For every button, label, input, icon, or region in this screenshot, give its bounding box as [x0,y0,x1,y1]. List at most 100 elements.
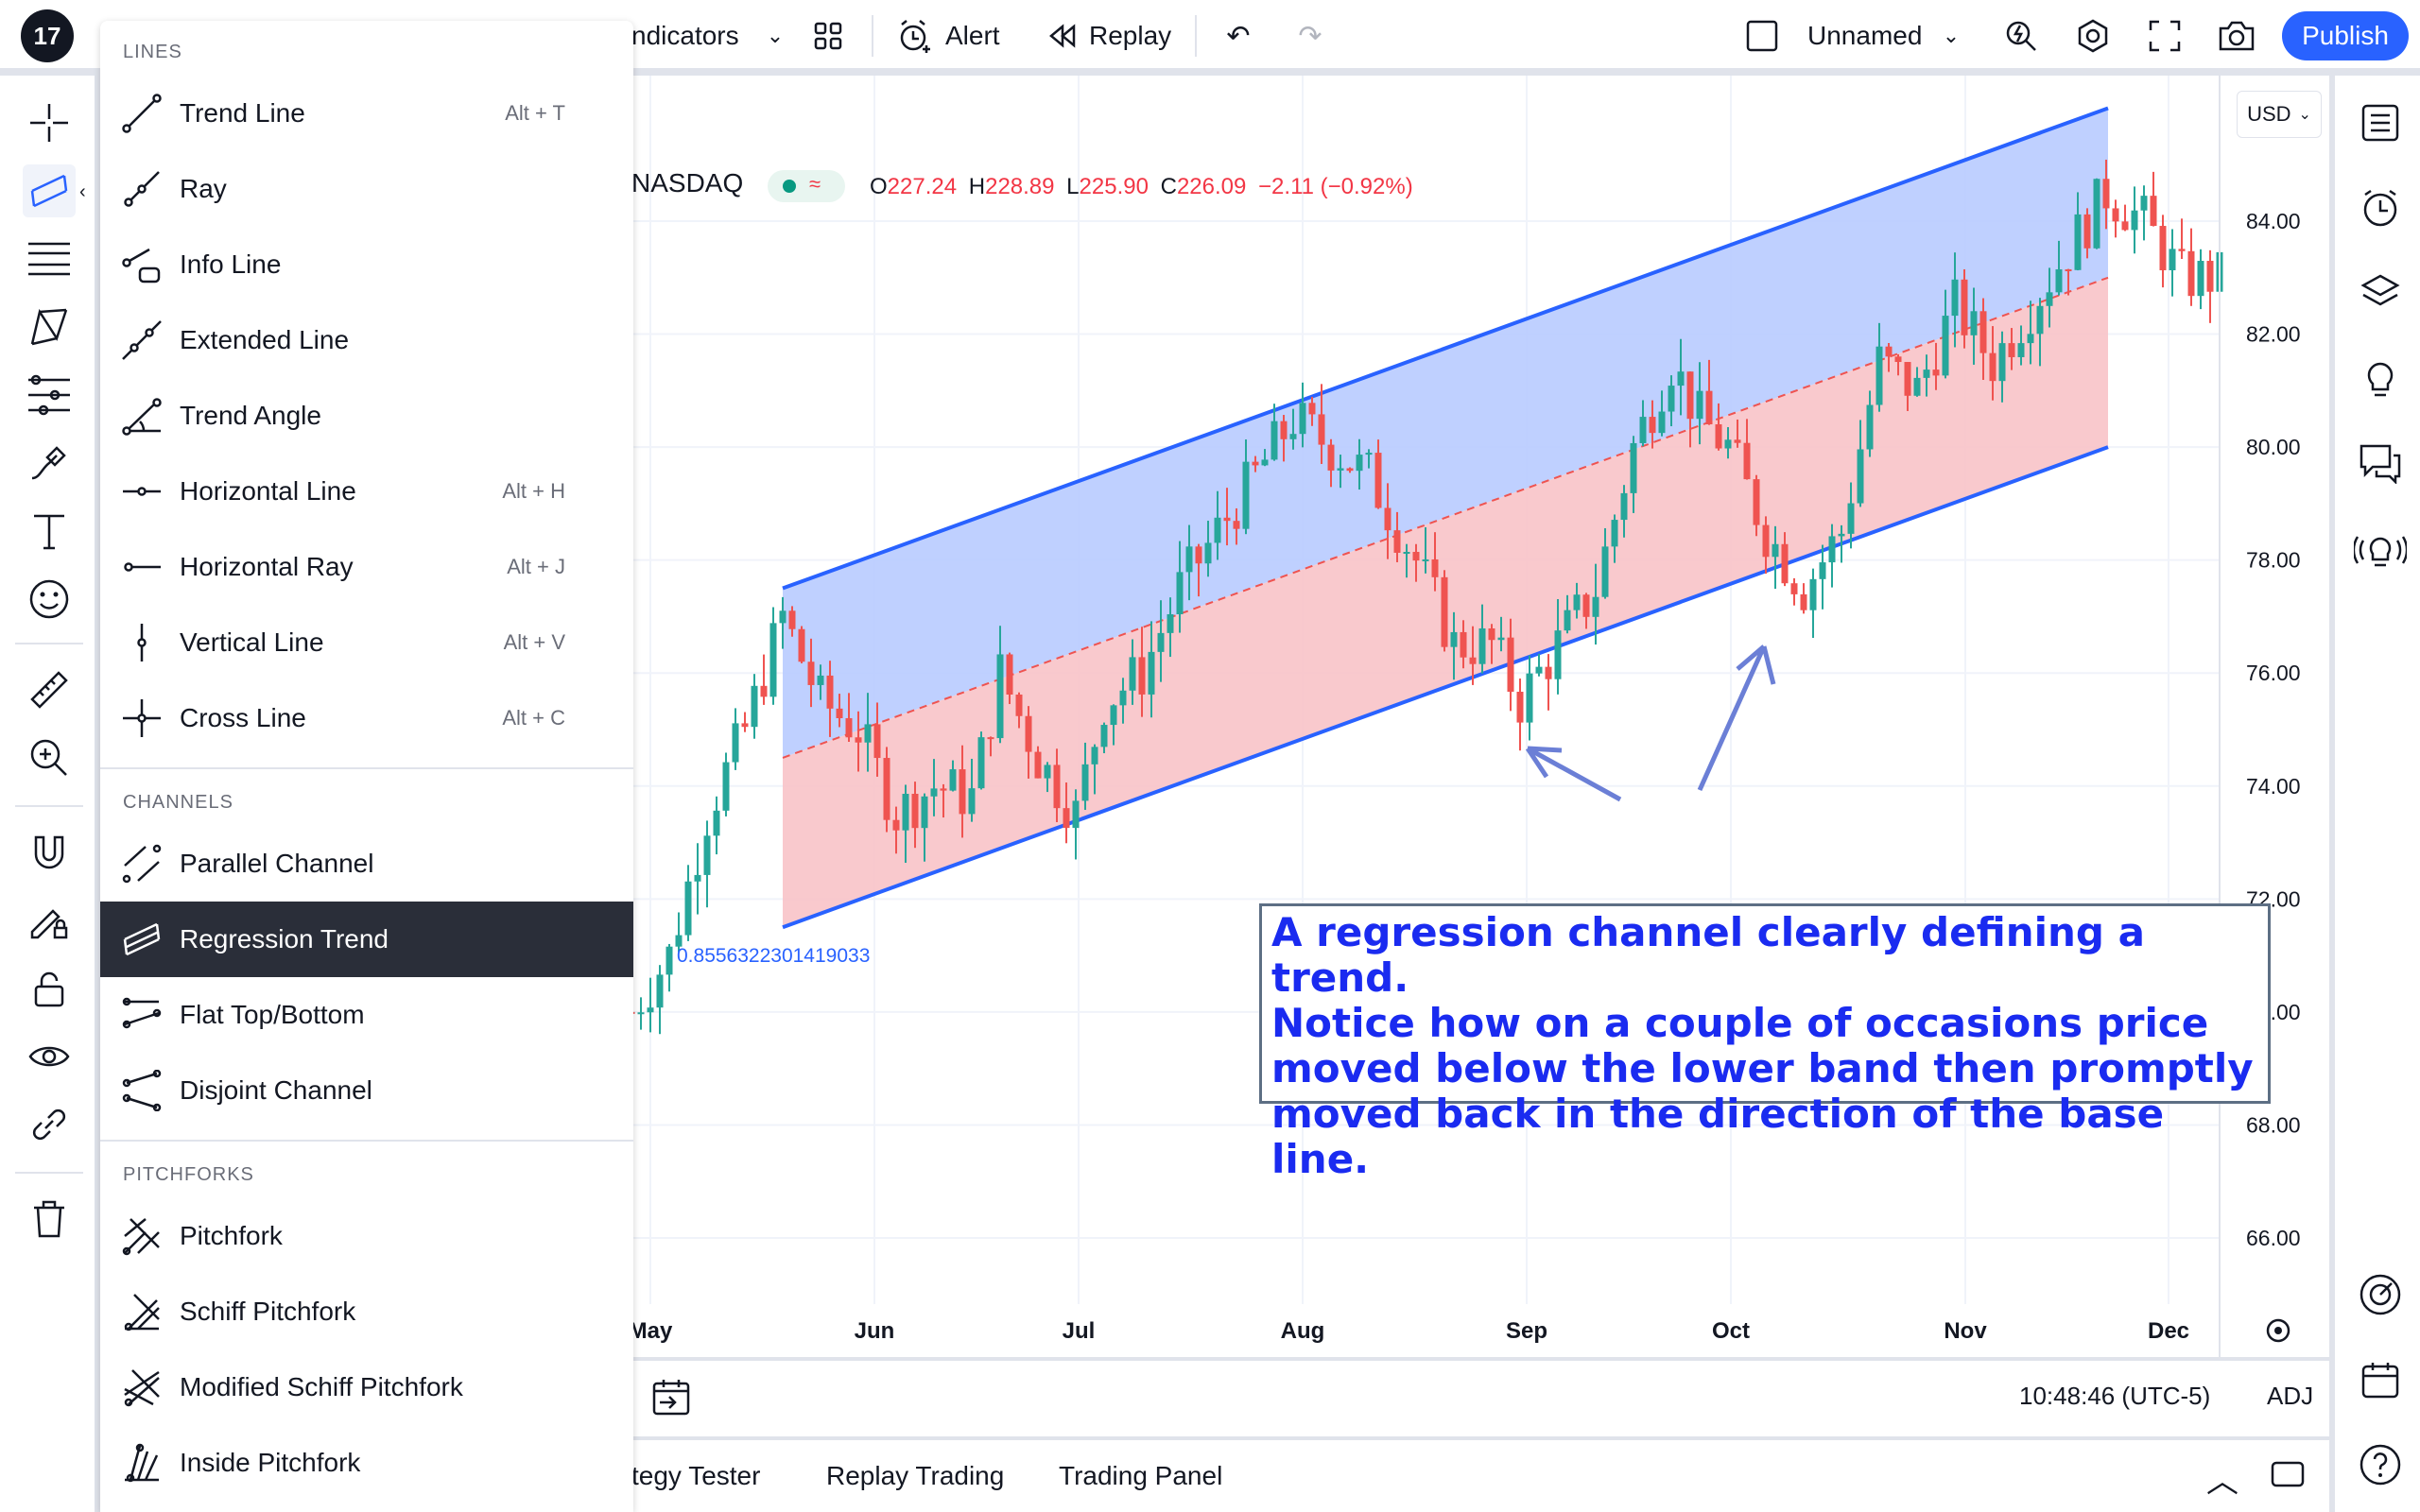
text-annotation[interactable]: A regression channel clearly defining a … [1259,903,2271,1182]
trash-icon[interactable] [23,1193,76,1246]
ruler-icon[interactable] [23,663,76,716]
menu-section-title: CHANNELS [123,792,233,813]
menu-item-trend-angle[interactable]: Trend Angle [100,378,633,454]
goto-date-button[interactable] [650,1376,692,1422]
market-status-badge[interactable]: ≈ [768,170,845,202]
menu-item-ray[interactable]: Ray [100,151,633,227]
crosshair-icon[interactable] [23,96,76,149]
indicators-label: ndicators [631,21,739,50]
menu-item-regression-trend[interactable]: Regression Trend [100,902,633,977]
candle-down [1961,279,1968,335]
clock-time[interactable]: 10:48:46 (UTC-5) [2019,1382,2211,1410]
camera-icon[interactable] [2218,17,2256,55]
currency-select[interactable]: USD ⌄ [2237,91,2322,138]
eye-icon[interactable] [23,1030,76,1083]
forecasting-tool-icon[interactable] [23,369,76,421]
tab-strategy-tester[interactable]: tegy Tester [631,1461,761,1490]
alert-button[interactable]: Alert [896,17,1000,55]
layout-square-icon[interactable] [1743,17,1781,55]
horizontal-ray-icon [119,544,164,590]
candle-up [1668,386,1675,412]
regression-trend-tool-icon[interactable] [23,164,76,217]
tab-trading-panel[interactable]: Trading Panel [1059,1461,1223,1490]
unlock-icon[interactable] [23,962,76,1015]
candle-down [1762,524,1770,558]
menu-item-disjoint-channel[interactable]: Disjoint Channel [100,1053,633,1128]
watchlist-icon[interactable] [2354,96,2407,149]
candle-up [713,810,720,836]
adj-toggle[interactable]: ADJ [2267,1382,2314,1410]
brush-icon[interactable] [23,437,76,490]
annotation-arrow [1697,644,1776,792]
shortcut-label: Alt + T [505,101,565,125]
candle-down [1025,715,1032,752]
chevron-up-icon[interactable]: ︿ [2206,1464,2238,1500]
undo-icon[interactable]: ↶ [1226,20,1251,52]
templates-grid-icon[interactable] [809,17,847,55]
menu-item-parallel-channel[interactable]: Parallel Channel [100,826,633,902]
menu-item-info-line[interactable]: Info Line [100,227,633,302]
trend-angle-icon [119,393,164,438]
layout-name[interactable]: Unnamed [1807,21,1923,50]
layers-icon[interactable] [2354,266,2407,319]
calendar-icon[interactable] [2354,1353,2407,1406]
fullscreen-icon[interactable] [2146,17,2184,55]
chevron-left-icon[interactable]: ‹ [79,181,86,202]
ideas-lightbulb-icon[interactable] [2354,352,2407,404]
magnet-icon[interactable] [23,826,76,879]
quick-search-icon[interactable] [2002,17,2040,55]
candle-up [1526,673,1533,723]
horizontal-lines-icon[interactable] [23,232,76,285]
emoji-icon[interactable] [23,573,76,626]
streams-broadcast-icon[interactable] [2354,522,2407,575]
maximize-panel-icon[interactable] [2269,1455,2307,1498]
publish-button[interactable]: Publish [2282,11,2409,60]
tab-replay-trading[interactable]: Replay Trading [826,1461,1005,1490]
link-icon[interactable] [23,1098,76,1151]
replay-button[interactable]: Replay [1046,17,1171,55]
candle-down [1885,346,1893,357]
candle-down [1280,421,1288,439]
zoom-in-icon[interactable] [23,731,76,784]
candle-up [1148,651,1155,695]
menu-item-cross-line[interactable]: Cross Line Alt + C [100,680,633,756]
candle-down [1233,521,1240,529]
indicators-button[interactable]: ndicators [631,17,739,55]
tradingview-logo[interactable]: 17 [21,9,74,62]
menu-item-extended-line[interactable]: Extended Line [100,302,633,378]
menu-item-inside-pitchfork[interactable]: Inside Pitchfork [100,1425,633,1501]
menu-item-label: Inside Pitchfork [180,1448,361,1477]
menu-item-vertical-line[interactable]: Vertical Line Alt + V [100,605,633,680]
menu-item-label: Modified Schiff Pitchfork [180,1372,463,1401]
menu-item-flat-top-bottom[interactable]: Flat Top/Bottom [100,977,633,1053]
alerts-clock-icon[interactable] [2354,181,2407,234]
redo-icon[interactable]: ↷ [1298,20,1322,52]
menu-item-trend-line[interactable]: Trend Line Alt + T [100,76,633,151]
chevron-down-icon[interactable]: ⌄ [766,24,785,47]
candle-down [1979,311,1987,353]
candle-down [1781,543,1789,584]
settings-gear-icon[interactable] [2074,17,2112,55]
right-sidebar [2331,76,2420,1512]
candle-down [1715,423,1722,449]
pattern-tool-icon[interactable] [23,301,76,353]
help-icon[interactable] [2354,1438,2407,1491]
menu-item-label: Schiff Pitchfork [180,1297,356,1326]
candle-down [1545,666,1552,679]
chat-icon[interactable] [2354,437,2407,490]
candle-up [1214,517,1221,543]
price-chart[interactable]: 84.0082.0080.0078.0076.0074.0072.0070.00… [102,76,2329,1361]
dom-target-icon[interactable] [2354,1268,2407,1321]
chevron-down-icon[interactable]: ⌄ [1942,24,1961,47]
menu-item-horizontal-line[interactable]: Horizontal Line Alt + H [100,454,633,529]
symbol-exchange[interactable]: NASDAQ [631,168,744,198]
chart-pane[interactable]: 84.00 82.00 80.00 78.00 76.00 74.00 72.00 70.00… [102,76,2329,1361]
candle-up [1365,453,1373,455]
menu-item-modified-schiff-pitchfork[interactable]: Modified Schiff Pitchfork [100,1349,633,1425]
menu-item-schiff-pitchfork[interactable]: Schiff Pitchfork [100,1274,633,1349]
candle-down [807,662,815,685]
text-tool-icon[interactable] [23,505,76,558]
menu-item-horizontal-ray[interactable]: Horizontal Ray Alt + J [100,529,633,605]
menu-item-pitchfork[interactable]: Pitchfork [100,1198,633,1274]
lock-drawing-icon[interactable] [23,894,76,947]
